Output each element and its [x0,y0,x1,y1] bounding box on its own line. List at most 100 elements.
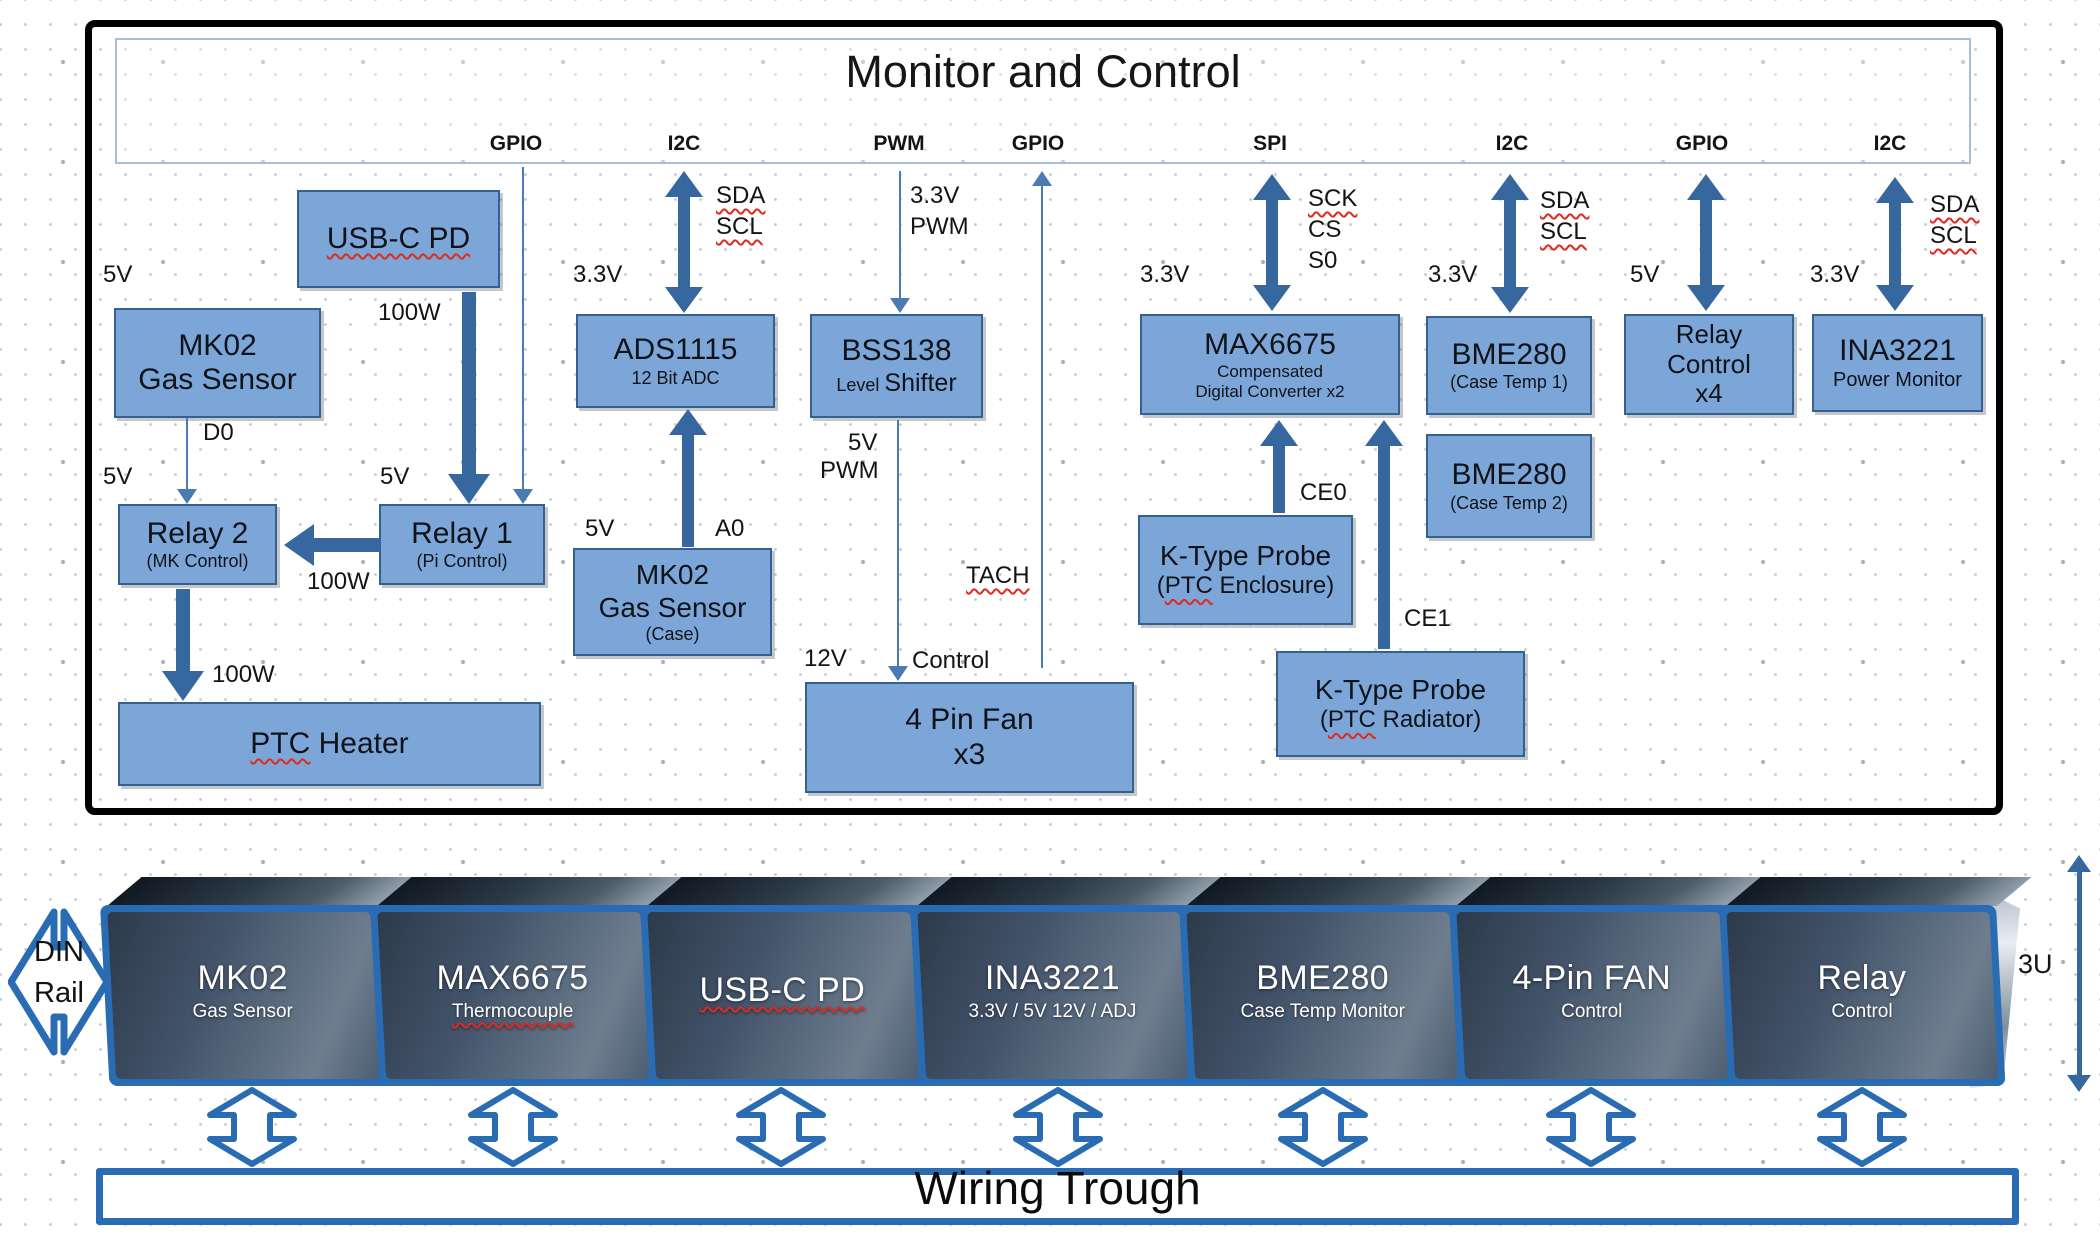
arrow-i2c-ads1115 [665,171,703,313]
arrow-bss138-to-fan-head-down [888,666,908,681]
node-relay-control-x4-text: Control [1667,348,1751,379]
node-mk02-gas-sensor: MK02 Gas Sensor [114,308,321,418]
arrow-i2c-ads1115-head-down [665,287,703,313]
label-3-3v-19: 3.3V [1810,261,1860,288]
label-ce1-31: CE1 [1404,605,1451,632]
node-4-pin-fan-text: x3 [953,737,986,771]
arrow-usbc-100w-to-relay1-shaft [462,292,476,476]
node-mk02-gas-sensor-case-line-0: MK02 [636,559,709,591]
bus-pwm: PWM [873,132,925,155]
node-bme280-case-temp-1-line-1: (Case Temp 1) [1450,372,1568,393]
arrow-i2c-ina3221-shaft [1889,201,1901,287]
arrow-probe1-ce0-to-max6675 [1260,420,1298,513]
arrow-i2c-ads1115-shaft [678,195,690,289]
rail-module-mk02-subtitle: Gas Sensor [192,1000,294,1022]
node-mk02-gas-sensor-case-text: Gas Sensor [598,591,747,623]
arrow-gpio-relay-control-head-up [1687,174,1725,200]
rail-trough-connector-2 [736,1087,826,1167]
node-ina3221-line-0: INA3221 [1839,334,1956,369]
arrow-pwm-to-bss138-head-down [890,298,910,313]
label-3-3v-2: 3.3V [573,261,623,288]
arrow-bss138-to-fan [888,420,908,681]
bus-gpio-2: GPIO [1011,132,1065,155]
node-relay-2-text: (MK Control) [146,551,249,572]
node-ina3221-line-1: Power Monitor [1833,369,1962,392]
node-4-pin-fan-text: 4 Pin Fan [905,703,1034,736]
node-k-type-probe-enclosure-text: PTC [1164,572,1213,600]
rail-module-topface-2 [646,877,953,906]
rail-trough-connector-5 [1546,1087,1636,1167]
rail-module-relay-title: Relay [1817,958,1907,997]
node-bss138-text: Shifter [884,368,957,397]
rail-module-topface-1 [376,877,683,906]
node-mk02-gas-sensor-case-text: MK02 [635,559,710,591]
arrow-fan-tach-to-gpio [1032,171,1052,668]
din-rail-arrow-shape [8,908,110,1056]
arrow-spi-max6675 [1253,174,1291,311]
node-relay-2-line-0: Relay 2 [147,517,249,552]
monitor-control-frame [85,20,2003,815]
node-bss138-line-0: BSS138 [841,334,951,369]
node-ina3221-text: Power Monitor [1833,368,1962,391]
din-rail-label: DIN Rail [8,932,110,1013]
rail-module-ina3221-subtitle: 3.3V / 5V 12V / ADJ [968,1000,1137,1022]
arrow-spi-max6675-shaft [1266,198,1278,287]
wiring-trough [96,1168,2019,1225]
node-mk02-gas-sensor-text: Gas Sensor [138,363,297,396]
node-k-type-probe-enclosure-line-0: K-Type Probe [1160,540,1331,572]
node-ads1115-line-0: ADS1115 [614,333,738,368]
arrow-spi-max6675-head-up [1253,174,1291,200]
bus-spi: SPI [1253,132,1287,155]
arrow-mk02-d0-to-relay2-head-down [177,489,197,504]
arrow-probe1-ce0-to-max6675-shaft [1273,444,1285,513]
label-s0-14: S0 [1308,247,1338,274]
node-k-type-probe-radiator-text: K-Type Probe [1314,674,1487,706]
arrow-mk02-d0-to-relay2-shaft [185,418,189,491]
node-relay-control-x4-text: Relay [1675,318,1743,349]
rail-module-max6675-subtitle: Thermocouple [452,1000,574,1022]
node-k-type-probe-enclosure-text: ( [1156,572,1165,600]
bus-i2c-1: I2C [667,132,701,155]
node-ads1115-line-1: 12 Bit ADC [631,368,719,389]
label-100w-10: 100W [307,568,370,595]
node-k-type-probe-enclosure: K-Type Probe (PTC Enclosure) [1138,515,1353,625]
label-scl-4: SCL [716,213,763,240]
label-sda-3: SDA [716,182,766,209]
rail-module-max6675-title: MAX6675 [436,958,589,997]
rail-module-relay-subtitle: Control [1831,1000,1893,1022]
rail-module-bme280-text: BME280 Case Temp Monitor [1240,959,1404,1023]
node-bme280-case-temp-2: BME280 (Case Temp 2) [1426,434,1592,538]
node-ptc-heater: PTC Heater [118,702,541,786]
rail-trough-connector-1 [468,1087,558,1167]
node-bme280-case-temp-2-line-1: (Case Temp 2) [1450,493,1568,514]
node-k-type-probe-radiator-text: PTC [1327,706,1376,734]
rail-module-max6675-text: MAX6675 Thermocouple [437,959,589,1023]
label-5v-25: 5V [848,429,878,456]
rail-module-usb-c-pd-text: USB-C PD [700,971,866,1010]
node-max6675-line-2: Digital Converter x2 [1195,382,1344,402]
rail-module-ina3221: INA3221 3.3V / 5V 12V / ADJ [916,912,1189,1079]
node-k-type-probe-enclosure-text: K-Type Probe [1159,540,1332,572]
rail-module-bme280-title: BME280 [1255,958,1389,997]
node-usb-c-pd-text: USB-C PD [326,221,471,255]
node-bme280-case-temp-2-line-0: BME280 [1451,458,1566,493]
label-scl-21: SCL [1930,222,1977,249]
node-bme280-case-temp-1-text: BME280 [1451,337,1567,371]
node-ina3221-text: INA3221 [1839,334,1956,368]
node-ads1115-text: ADS1115 [613,333,738,367]
bus-gpio-1: GPIO [489,132,543,155]
node-max6675-line-1: Compensated [1217,362,1323,382]
node-ina3221: INA3221 Power Monitor [1812,314,1983,412]
rail-strip: MK02 Gas Sensor MAX6675 Thermocouple USB-C P… [100,905,2006,1086]
arrow-gpio-relay-control-head-down [1687,285,1725,311]
arrow-fan-tach-to-gpio-head-up [1032,171,1052,186]
arrow-mk02-d0-to-relay2 [177,418,197,504]
label-sck-12: SCK [1308,185,1358,212]
rail-module-mk02: MK02 Gas Sensor [107,912,379,1079]
node-max6675-text: MAX6675 [1204,327,1336,361]
arrow-i2c-bme280 [1491,174,1529,313]
arrow-relay1-100w-to-relay2-shaft [312,538,380,552]
arrow-usbc-100w-to-relay1-head-down [448,474,490,504]
label-pwm-26: PWM [820,457,879,484]
